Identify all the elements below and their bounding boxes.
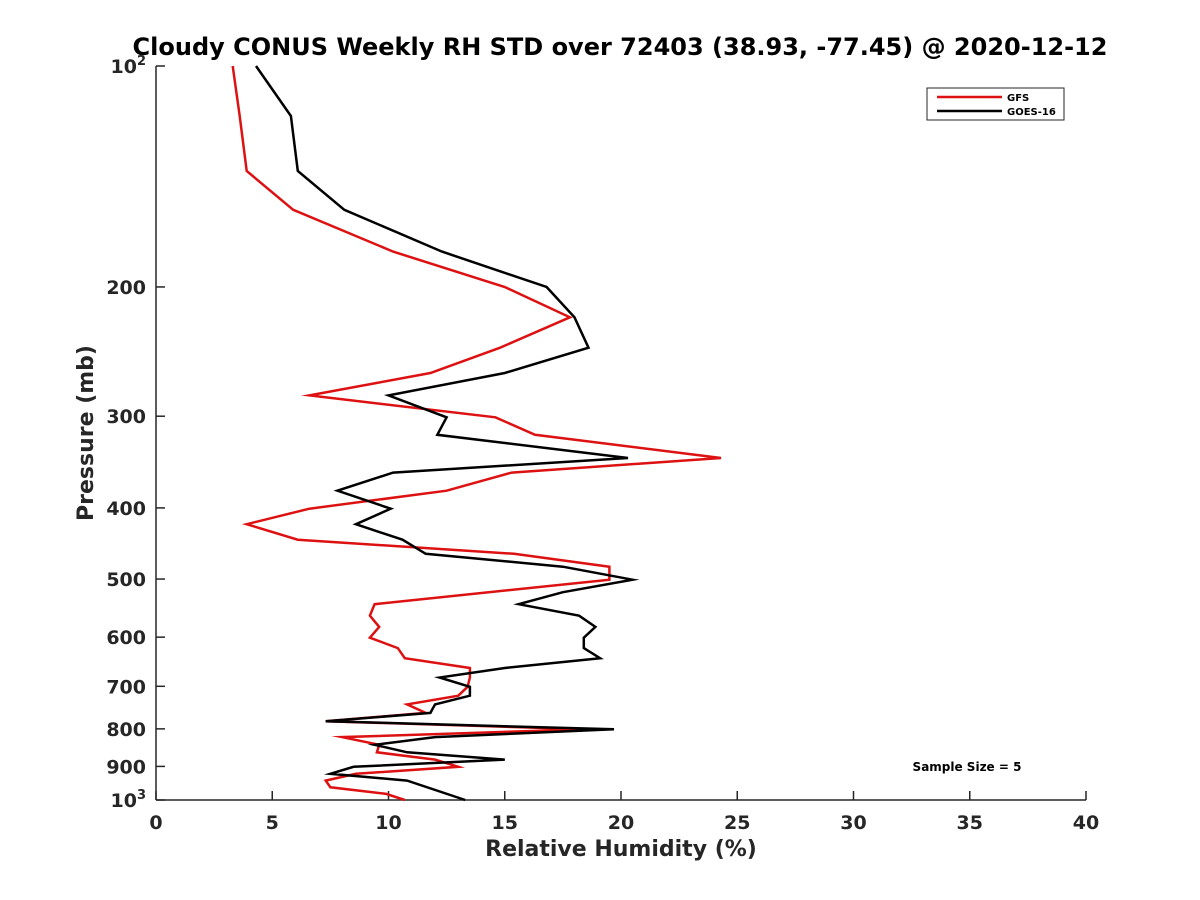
series-lines xyxy=(231,65,722,802)
legend-label-gfs: GFS xyxy=(1007,93,1029,104)
y-tick-label: 300 xyxy=(106,406,146,428)
plot-area xyxy=(155,66,1086,801)
x-tick-label: 35 xyxy=(957,812,983,834)
y-tick-label: 200 xyxy=(106,277,146,299)
series-line-goes16 xyxy=(254,65,640,802)
y-tick-label: 600 xyxy=(106,627,146,649)
legend-box xyxy=(926,87,1065,121)
y-tick-label: 700 xyxy=(106,676,146,698)
legend-label-goes16: GOES-16 xyxy=(1007,107,1056,118)
x-axis-label: Relative Humidity (%) xyxy=(485,837,757,862)
y-tick-label: 800 xyxy=(106,719,146,741)
y-tick-label: 400 xyxy=(106,498,146,520)
y-tick-label: 500 xyxy=(106,569,146,591)
y-ticks: 102 200 300 400 500 600 700 800 900 103 xyxy=(106,54,165,812)
x-tick-label: 25 xyxy=(724,812,750,834)
chart-title: Cloudy CONUS Weekly RH STD over 72403 (3… xyxy=(133,33,1108,61)
y-tick-label: 103 xyxy=(111,788,147,812)
x-tick-label: 0 xyxy=(149,812,162,834)
series-line-gfs xyxy=(231,65,722,802)
x-tick-label: 10 xyxy=(375,812,401,834)
x-tick-label: 15 xyxy=(492,812,518,834)
y-tick-label: 102 xyxy=(111,54,147,78)
x-tick-label: 20 xyxy=(608,812,634,834)
x-tick-label: 5 xyxy=(266,812,279,834)
x-tick-label: 30 xyxy=(840,812,866,834)
x-ticks: 0 5 10 15 20 25 30 35 40 xyxy=(149,791,1099,834)
sample-size-annotation: Sample Size = 5 xyxy=(913,760,1022,774)
y-tick-label: 900 xyxy=(106,756,146,778)
x-tick-label: 40 xyxy=(1073,812,1099,834)
y-axis-label: Pressure (mb) xyxy=(74,345,99,521)
legend: GFS GOES-16 xyxy=(926,87,1065,121)
